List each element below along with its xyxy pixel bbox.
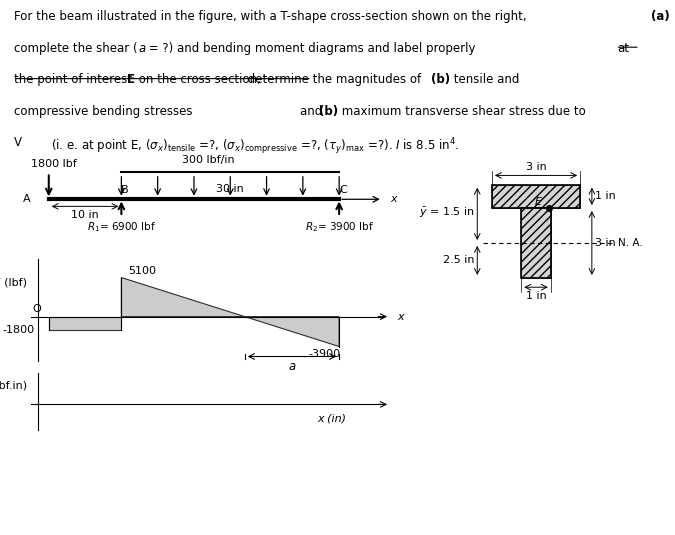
Text: 1 in: 1 in <box>595 192 616 201</box>
Text: (a): (a) <box>651 11 670 24</box>
Text: complete the shear (: complete the shear ( <box>14 42 137 55</box>
Text: 1800 lbf: 1800 lbf <box>30 159 76 169</box>
Text: $R_2$= 3900 lbf: $R_2$= 3900 lbf <box>304 220 374 234</box>
Text: N. A.: N. A. <box>618 238 643 248</box>
Text: a: a <box>288 360 296 372</box>
Text: -1800: -1800 <box>2 325 34 335</box>
Text: E: E <box>127 73 135 86</box>
Text: E: E <box>535 197 542 207</box>
Text: (i. e. at point E, $(\sigma_x)_\mathsf{tensile}$ =?, $(\sigma_x)_\mathsf{compres: (i. e. at point E, $(\sigma_x)_\mathsf{t… <box>51 136 459 157</box>
Text: 3 in: 3 in <box>526 162 546 172</box>
Text: = ?) and bending moment diagrams and label properly: = ?) and bending moment diagrams and lab… <box>145 42 476 55</box>
Text: 30 in: 30 in <box>217 184 244 194</box>
Text: 3 in: 3 in <box>595 238 616 248</box>
Text: and: and <box>300 105 327 118</box>
Text: V (lbf): V (lbf) <box>0 277 27 287</box>
Text: a: a <box>138 42 146 55</box>
Text: C: C <box>339 185 347 195</box>
Text: 5100: 5100 <box>129 266 157 276</box>
Text: O: O <box>33 304 42 315</box>
Text: compressive bending stresses: compressive bending stresses <box>14 105 192 118</box>
Text: V: V <box>14 136 22 149</box>
Text: -3900: -3900 <box>308 349 341 359</box>
Text: tensile and: tensile and <box>450 73 519 86</box>
Text: x: x <box>397 311 404 322</box>
Text: x (in): x (in) <box>317 413 346 423</box>
Text: B: B <box>122 185 129 195</box>
Text: maximum transverse shear stress due to: maximum transverse shear stress due to <box>338 105 585 118</box>
Text: (b): (b) <box>431 73 450 86</box>
Text: determine the magnitudes of: determine the magnitudes of <box>244 73 425 86</box>
Text: the point of interest: the point of interest <box>14 73 135 86</box>
Text: (b): (b) <box>319 105 338 118</box>
Text: 1 in: 1 in <box>526 291 546 301</box>
Text: at: at <box>618 42 630 55</box>
Text: 2.5 in: 2.5 in <box>443 255 475 265</box>
Text: For the beam illustrated in the figure, with a T-shape cross-section shown on th: For the beam illustrated in the figure, … <box>14 11 530 24</box>
Polygon shape <box>492 185 580 208</box>
Polygon shape <box>122 278 245 317</box>
Text: 300 lbf/in: 300 lbf/in <box>182 155 235 165</box>
Text: $\bar{y}$ = 1.5 in: $\bar{y}$ = 1.5 in <box>418 205 475 220</box>
Text: x: x <box>390 194 397 204</box>
Text: 10 in: 10 in <box>71 210 99 220</box>
Text: on the cross section,: on the cross section, <box>135 73 261 86</box>
Polygon shape <box>245 317 339 347</box>
Text: A: A <box>23 194 30 204</box>
Text: $R_1$= 6900 lbf: $R_1$= 6900 lbf <box>87 220 156 234</box>
Text: M (lbf.in): M (lbf.in) <box>0 380 27 391</box>
Polygon shape <box>521 208 551 278</box>
Polygon shape <box>49 317 122 331</box>
